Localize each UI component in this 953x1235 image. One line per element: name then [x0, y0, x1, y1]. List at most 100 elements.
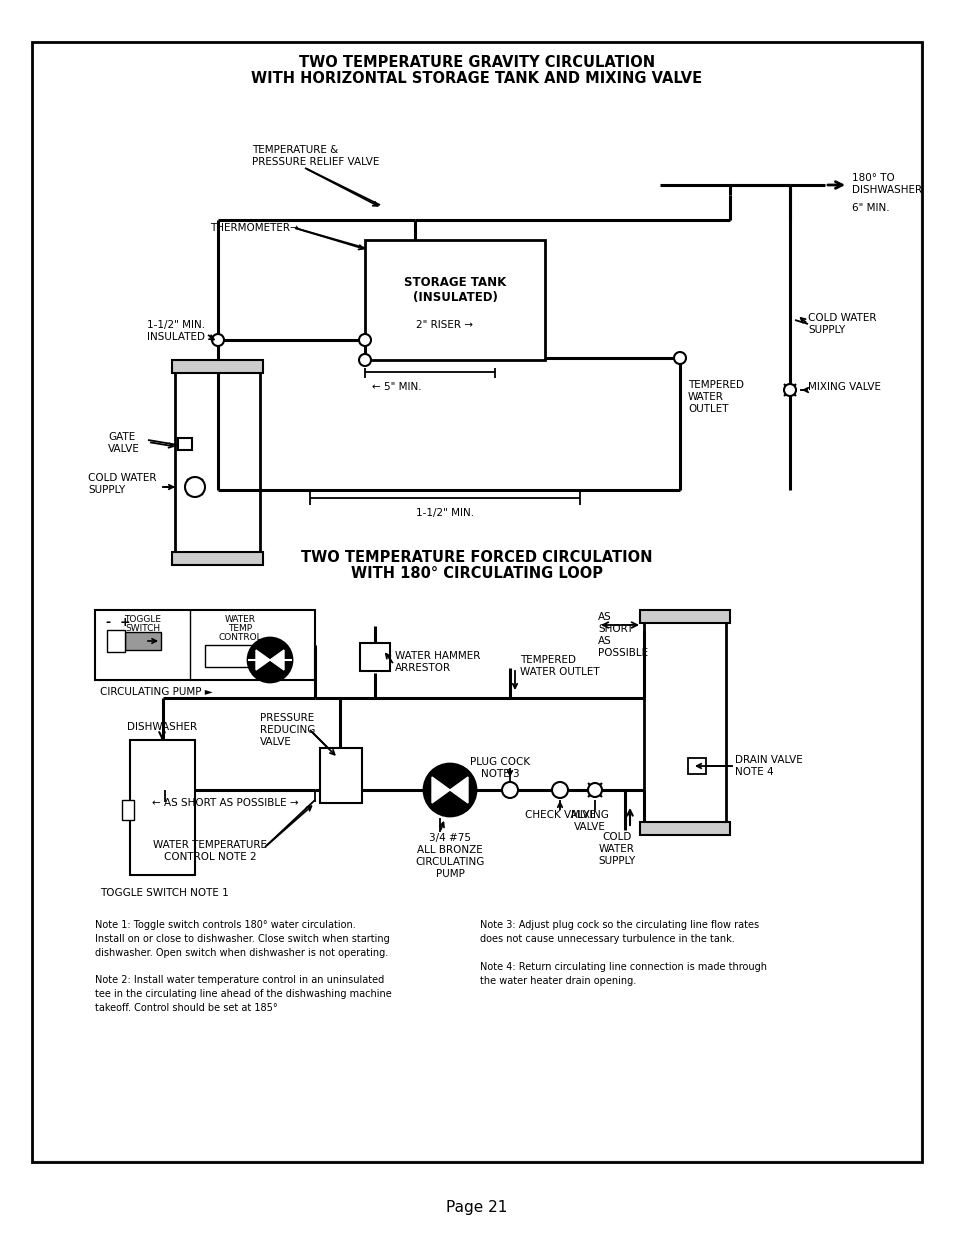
Circle shape — [783, 384, 795, 396]
Text: CONTROL NOTE 2: CONTROL NOTE 2 — [164, 852, 256, 862]
Bar — [319, 748, 361, 803]
Text: PRESSURE RELIEF VALVE: PRESSURE RELIEF VALVE — [252, 157, 379, 167]
Text: TEMPERED: TEMPERED — [519, 655, 576, 664]
Circle shape — [501, 782, 517, 798]
Text: 1-1/2" MIN.: 1-1/2" MIN. — [147, 320, 205, 330]
Text: CIRCULATING: CIRCULATING — [415, 857, 484, 867]
Bar — [687, 758, 705, 774]
Text: 6" MIN.: 6" MIN. — [851, 203, 889, 212]
Bar — [205, 645, 274, 667]
Text: ← AS SHORT AS POSSIBLE →: ← AS SHORT AS POSSIBLE → — [152, 798, 298, 808]
Text: WATER HAMMER: WATER HAMMER — [395, 651, 480, 661]
Text: VALVE: VALVE — [108, 445, 140, 454]
Text: AS: AS — [598, 613, 611, 622]
Text: ALL BRONZE: ALL BRONZE — [416, 845, 482, 855]
Text: 3/4 #75: 3/4 #75 — [429, 832, 471, 844]
Circle shape — [358, 354, 371, 366]
Bar — [130, 740, 194, 876]
Circle shape — [248, 638, 292, 682]
Polygon shape — [270, 650, 284, 671]
Text: WITH HORIZONTAL STORAGE TANK AND MIXING VALVE: WITH HORIZONTAL STORAGE TANK AND MIXING … — [252, 70, 701, 85]
Bar — [639, 610, 729, 622]
Text: Note 4: Return circulating line connection is made through
the water heater drai: Note 4: Return circulating line connecti… — [479, 962, 766, 986]
Text: Note 2: Install water temperature control in an uninsulated
tee in the circulati: Note 2: Install water temperature contro… — [95, 974, 392, 1013]
Text: NOTE 3: NOTE 3 — [480, 769, 518, 779]
Text: DISHWASHER: DISHWASHER — [851, 185, 922, 195]
Text: CHECK VALVE: CHECK VALVE — [524, 810, 595, 820]
Bar — [122, 800, 133, 820]
Circle shape — [423, 764, 476, 816]
Text: DISHWASHER: DISHWASHER — [127, 722, 197, 732]
Text: WATER TEMPERATURE: WATER TEMPERATURE — [152, 840, 267, 850]
Circle shape — [185, 477, 205, 496]
Text: NOTE 4: NOTE 4 — [734, 767, 773, 777]
Text: SUPPLY: SUPPLY — [598, 856, 635, 866]
Text: COLD WATER: COLD WATER — [88, 473, 156, 483]
Circle shape — [587, 783, 601, 797]
Text: COLD WATER: COLD WATER — [807, 312, 876, 324]
Bar — [359, 643, 390, 671]
Text: PLUG COCK: PLUG COCK — [470, 757, 530, 767]
Text: WATER: WATER — [598, 844, 635, 853]
Circle shape — [552, 782, 567, 798]
Text: SWITCH: SWITCH — [125, 624, 160, 634]
Text: VALVE: VALVE — [574, 823, 605, 832]
Text: TWO TEMPERATURE GRAVITY CIRCULATION: TWO TEMPERATURE GRAVITY CIRCULATION — [298, 54, 655, 69]
Bar — [178, 438, 192, 450]
Text: ← 5" MIN.: ← 5" MIN. — [372, 382, 421, 391]
Text: Note 3: Adjust plug cock so the circulating line flow rates
does not cause unnec: Note 3: Adjust plug cock so the circulat… — [479, 920, 759, 944]
Text: WITH 180° CIRCULATING LOOP: WITH 180° CIRCULATING LOOP — [351, 567, 602, 582]
Polygon shape — [255, 650, 270, 671]
Text: THERMOMETER→: THERMOMETER→ — [210, 224, 298, 233]
Text: SUPPLY: SUPPLY — [88, 485, 125, 495]
Text: 2" RISER →: 2" RISER → — [416, 320, 473, 330]
Text: WATER OUTLET: WATER OUTLET — [519, 667, 599, 677]
Text: Note 1: Toggle switch controls 180° water circulation.
Install on or close to di: Note 1: Toggle switch controls 180° wate… — [95, 920, 390, 958]
Bar — [95, 610, 314, 680]
Text: WATER: WATER — [687, 391, 723, 403]
Text: TOGGLE SWITCH NOTE 1: TOGGLE SWITCH NOTE 1 — [100, 888, 229, 898]
Text: ARRESTOR: ARRESTOR — [395, 663, 451, 673]
Text: +: + — [120, 616, 131, 629]
Circle shape — [673, 352, 685, 364]
Text: AS: AS — [598, 636, 611, 646]
Polygon shape — [432, 777, 450, 803]
Text: DRAIN VALVE: DRAIN VALVE — [734, 755, 801, 764]
Text: REDUCING: REDUCING — [260, 725, 315, 735]
Text: 180° TO: 180° TO — [851, 173, 894, 183]
Text: TWO TEMPERATURE FORCED CIRCULATION: TWO TEMPERATURE FORCED CIRCULATION — [301, 551, 652, 566]
Text: PUMP: PUMP — [436, 869, 464, 879]
Text: MIXING VALVE: MIXING VALVE — [807, 382, 880, 391]
Text: TEMP: TEMP — [228, 624, 252, 634]
Bar — [125, 632, 161, 650]
Bar — [172, 552, 263, 564]
Text: OUTLET: OUTLET — [687, 404, 728, 414]
Bar — [107, 630, 125, 652]
Text: VALVE: VALVE — [260, 737, 292, 747]
Circle shape — [212, 333, 224, 346]
Text: TEMPERED: TEMPERED — [687, 380, 743, 390]
Bar — [643, 620, 725, 825]
Circle shape — [358, 333, 371, 346]
Text: GATE: GATE — [108, 432, 135, 442]
Text: WATER: WATER — [224, 615, 255, 624]
Text: PRESSURE: PRESSURE — [260, 713, 314, 722]
Text: TEMPERATURE &: TEMPERATURE & — [252, 144, 338, 156]
Text: -: - — [105, 616, 110, 629]
Polygon shape — [450, 777, 468, 803]
Text: CONTROL: CONTROL — [218, 634, 261, 642]
Text: SUPPLY: SUPPLY — [807, 325, 844, 335]
Bar — [174, 370, 260, 555]
Text: COLD: COLD — [601, 832, 631, 842]
Bar — [365, 240, 544, 359]
Text: POSSIBLE: POSSIBLE — [598, 648, 647, 658]
Text: MIXING: MIXING — [571, 810, 608, 820]
Text: 1-1/2" MIN.: 1-1/2" MIN. — [416, 508, 474, 517]
Text: INSULATED: INSULATED — [147, 332, 205, 342]
Text: STORAGE TANK: STORAGE TANK — [403, 275, 506, 289]
Text: CIRCULATING PUMP ►: CIRCULATING PUMP ► — [100, 687, 213, 697]
Text: SHORT: SHORT — [598, 624, 633, 634]
Text: TOGGLE: TOGGLE — [125, 615, 161, 624]
Text: (INSULATED): (INSULATED) — [412, 290, 497, 304]
Bar — [639, 823, 729, 835]
